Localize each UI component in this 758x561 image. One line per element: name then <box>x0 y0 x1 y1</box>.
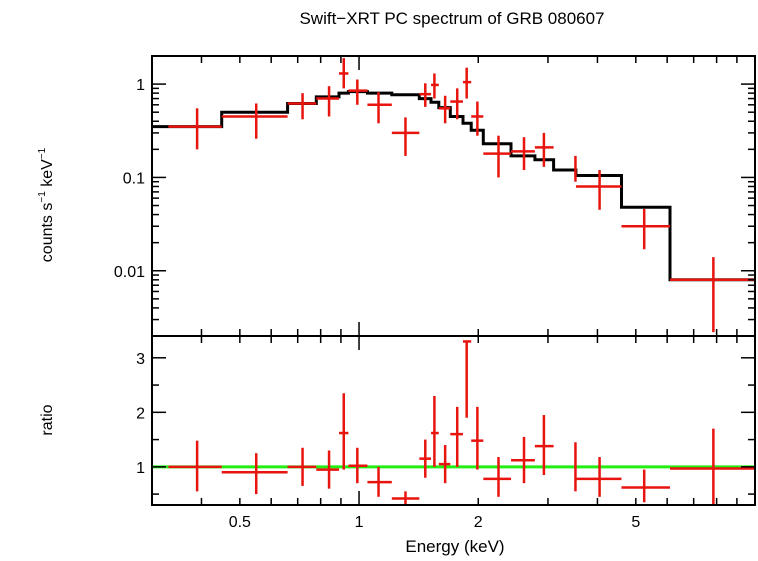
ratio-point-10 <box>431 395 439 467</box>
spectrum-y-axis-label: counts s−1 keV−1 <box>37 147 56 262</box>
spectrum-point-5 <box>338 58 349 89</box>
ratio-point-15 <box>483 457 512 497</box>
spectrum-point-16 <box>511 137 535 171</box>
x-tick-label: 0.5 <box>229 514 251 531</box>
ratio-point-3 <box>287 447 317 486</box>
ratio-y-axis-label: ratio <box>39 404 56 435</box>
spectrum-point-6 <box>348 79 368 105</box>
ratio-point-21 <box>669 428 755 505</box>
spectrum-point-10 <box>431 73 439 99</box>
ratio-point-20 <box>621 469 670 503</box>
ratio-y-tick-label: 1 <box>136 460 145 477</box>
spectrum-point-7 <box>367 92 392 124</box>
ylabel-exp2: −1 <box>37 147 48 159</box>
x-tick-label: 2 <box>474 514 483 531</box>
ratio-point-11 <box>438 445 451 484</box>
data-points-layer <box>168 58 755 505</box>
ratio-point-9 <box>419 439 432 478</box>
ratio-point-13 <box>462 340 472 418</box>
spectrum-point-13 <box>462 67 472 99</box>
spectrum-point-19 <box>575 170 622 210</box>
spectrum-y-tick-label: 0.1 <box>123 170 145 187</box>
ratio-point-17 <box>534 415 554 476</box>
ratio-point-6 <box>348 447 368 484</box>
x-axis-label: Energy (keV) <box>405 537 504 556</box>
spectrum-point-2 <box>221 103 288 139</box>
spectrum-point-1 <box>168 108 222 150</box>
ylabel-kev: keV <box>39 159 56 191</box>
spectrum-y-tick-label: 1 <box>136 77 145 94</box>
spectrum-point-9 <box>419 83 432 107</box>
spectrum-point-8 <box>391 117 420 156</box>
ticks-layer <box>151 55 756 505</box>
ratio-point-1 <box>168 440 222 492</box>
ratio-panel-frame <box>151 335 756 506</box>
spectrum-point-11 <box>438 95 451 124</box>
tick-labels-layer: 0.01 0.1 1 1 2 3 0.5 1 2 5 <box>114 77 640 531</box>
ratio-y-tick-label: 2 <box>136 405 145 422</box>
spectrum-point-15 <box>483 135 512 178</box>
spectrum-panel-frame <box>151 55 756 337</box>
spectrum-point-12 <box>450 88 463 120</box>
ratio-point-7 <box>367 466 392 497</box>
model-step-line <box>152 90 755 282</box>
ratio-point-19 <box>575 457 622 497</box>
svg-text:counts s−1 keV−1: counts s−1 keV−1 <box>37 147 56 262</box>
spectrum-point-14 <box>471 101 484 136</box>
spectrum-point-21 <box>669 257 755 333</box>
model-layer <box>152 90 755 282</box>
ratio-point-16 <box>511 436 535 484</box>
spectrum-point-20 <box>621 208 670 250</box>
x-tick-label: 1 <box>355 514 364 531</box>
chart-title: Swift−XRT PC spectrum of GRB 080607 <box>299 9 604 28</box>
x-tick-label: 5 <box>631 514 640 531</box>
ylabel-counts: counts s <box>39 203 56 263</box>
ratio-point-12 <box>450 406 463 467</box>
ylabel-exp1: −1 <box>37 191 48 203</box>
ratio-point-4 <box>316 450 339 489</box>
ratio-point-5 <box>338 393 349 470</box>
ratio-point-8 <box>391 491 420 505</box>
spectrum-point-17 <box>534 132 554 167</box>
ratio-y-tick-label: 3 <box>136 351 145 368</box>
spectrum-point-3 <box>287 93 317 120</box>
spectrum-point-4 <box>316 86 339 117</box>
ratio-point-14 <box>471 406 484 470</box>
ratio-point-2 <box>221 453 288 495</box>
spectrum-y-tick-label: 0.01 <box>114 264 145 281</box>
